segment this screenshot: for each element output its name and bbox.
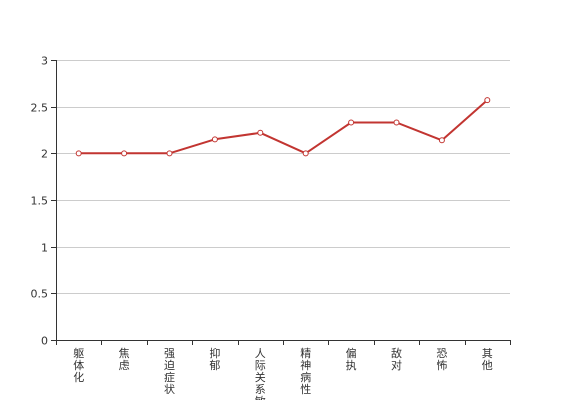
y-tick-label: 1.5 xyxy=(31,195,49,208)
y-tick-label: 0.5 xyxy=(31,288,49,301)
grid-lines xyxy=(56,60,510,294)
x-tick-label: 恐怖 xyxy=(436,347,447,372)
x-tick-label: 躯体化 xyxy=(73,347,84,384)
x-tick-label: 偏执 xyxy=(346,346,357,372)
data-point xyxy=(438,137,445,144)
data-point xyxy=(484,97,491,104)
data-point xyxy=(166,150,173,157)
x-tick-label: 其他 xyxy=(482,347,493,372)
data-point xyxy=(257,129,264,136)
axes xyxy=(51,60,511,345)
x-tick-label: 焦虑 xyxy=(119,347,130,372)
data-point xyxy=(348,119,355,126)
data-point xyxy=(302,150,309,157)
y-tick-label: 1 xyxy=(41,242,48,255)
x-tick-label: 敌对 xyxy=(391,346,402,372)
y-tick-label: 3 xyxy=(41,55,48,68)
y-tick-label: 2 xyxy=(41,148,48,161)
series-points xyxy=(75,97,491,157)
x-tick-label: 人际关系敏感 xyxy=(255,347,266,400)
y-tick-label: 0 xyxy=(41,335,48,348)
data-point xyxy=(211,136,218,143)
series-line xyxy=(78,99,488,155)
data-point xyxy=(75,150,82,157)
axis-labels: 0 0.5 1 1.5 2 2.5 3 躯体化 焦虑 强迫症状 抑郁 人际关系敏感 精神病性 偏执 敌对 恐怖… xyxy=(31,55,493,400)
data-point xyxy=(393,119,400,126)
series-polyline xyxy=(78,99,488,155)
x-tick-label: 强迫症状 xyxy=(164,347,175,396)
x-tick-label: 精神病性 xyxy=(300,347,311,396)
data-point xyxy=(121,150,128,157)
x-tick-label: 抑郁 xyxy=(209,346,220,372)
y-tick-label: 2.5 xyxy=(31,102,49,115)
